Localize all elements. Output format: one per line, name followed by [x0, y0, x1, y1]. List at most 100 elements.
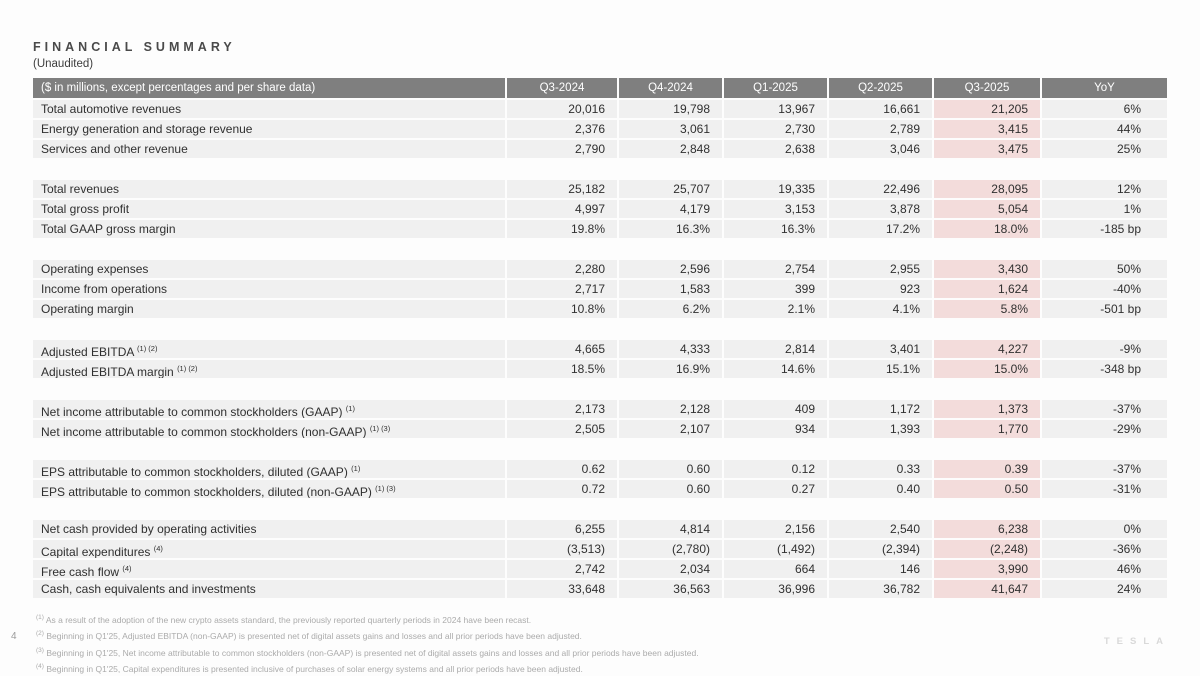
cell-value: 25,707 — [617, 180, 722, 198]
table-row: Services and other revenue 2,790 2,848 2,63… — [33, 140, 1167, 158]
cell-value: 0.72 — [505, 480, 617, 498]
cell-value: 15.1% — [827, 360, 932, 378]
row-label: Adjusted EBITDA (1) (2) — [33, 340, 505, 358]
cell-value: 6,238 — [932, 520, 1040, 538]
row-label-text: Net cash provided by operating activitie… — [41, 522, 257, 536]
section-gap — [33, 500, 1167, 520]
table-row: Energy generation and storage revenue 2,3… — [33, 120, 1167, 138]
cell-value: 2,280 — [505, 260, 617, 278]
column-header: Q2-2025 — [827, 78, 932, 98]
cell-value: -31% — [1040, 480, 1167, 498]
section-gap — [33, 160, 1167, 180]
cell-value: 2,814 — [722, 340, 827, 358]
cell-value: 2,505 — [505, 420, 617, 438]
cell-value: 3,415 — [932, 120, 1040, 138]
footnote-text: Beginning in Q1'25, Capital expenditures… — [46, 663, 583, 674]
cell-value: -40% — [1040, 280, 1167, 298]
row-label-text: Operating margin — [41, 302, 134, 316]
cell-value: 2.1% — [722, 300, 827, 318]
cell-value: 19,798 — [617, 100, 722, 118]
cell-value: 2,128 — [617, 400, 722, 418]
row-label-text: EPS attributable to common stockholders,… — [41, 485, 376, 498]
cell-value: 19,335 — [722, 180, 827, 198]
cell-value: 0.50 — [932, 480, 1040, 498]
cell-value: 33,648 — [505, 580, 617, 598]
cell-value: 2,955 — [827, 260, 932, 278]
cell-value: 3,430 — [932, 260, 1040, 278]
table-row: Adjusted EBITDA margin (1) (2) 18.5% 16.9%… — [33, 360, 1167, 378]
row-label: Net cash provided by operating activitie… — [33, 520, 505, 538]
row-label-text: EPS attributable to common stockholders,… — [41, 465, 352, 478]
footnote: (4) Beginning in Q1'25, Capital expendit… — [36, 660, 699, 676]
footnote-text: Beginning in Q1'25, Adjusted EBITDA (non… — [46, 631, 582, 642]
table-row: Total gross profit 4,997 4,179 3,153 3,878 5,… — [33, 200, 1167, 218]
footnote-marker: (2) — [36, 630, 44, 638]
column-header: Q3-2024 — [505, 78, 617, 98]
column-header: Q1-2025 — [722, 78, 827, 98]
cell-value: (2,780) — [617, 540, 722, 558]
cell-value: 2,638 — [722, 140, 827, 158]
cell-value: 16.9% — [617, 360, 722, 378]
cell-value: 2,173 — [505, 400, 617, 418]
cell-value: 4,227 — [932, 340, 1040, 358]
cell-value: 2,596 — [617, 260, 722, 278]
table-row: Total revenues 25,182 25,707 19,335 22,496 28… — [33, 180, 1167, 198]
table-row: Operating expenses 2,280 2,596 2,754 2,955 3,… — [33, 260, 1167, 278]
cell-value: 1,393 — [827, 420, 932, 438]
row-label: Operating margin — [33, 300, 505, 318]
cell-value: 22,496 — [827, 180, 932, 198]
table-row: EPS attributable to common stockholders,… — [33, 480, 1167, 498]
row-label-text: Services and other revenue — [41, 142, 188, 156]
cell-value: 1,770 — [932, 420, 1040, 438]
footnote: (1) As a result of the adoption of the n… — [36, 611, 699, 627]
cell-value: 0.12 — [722, 460, 827, 478]
cell-value: 25% — [1040, 140, 1167, 158]
cell-value: 41,647 — [932, 580, 1040, 598]
table-row: Total automotive revenues 20,016 19,798 13,… — [33, 100, 1167, 118]
row-label: Total gross profit — [33, 200, 505, 218]
row-label-text: Free cash flow — [41, 565, 123, 578]
cell-value: 10.8% — [505, 300, 617, 318]
cell-value: 25,182 — [505, 180, 617, 198]
cell-value: -348 bp — [1040, 360, 1167, 378]
cell-value: 14.6% — [722, 360, 827, 378]
table-header-row: ($ in millions, except percentages and p… — [33, 78, 1167, 98]
cell-value: 2,376 — [505, 120, 617, 138]
table-row: Net income attributable to common stockh… — [33, 420, 1167, 438]
row-label: EPS attributable to common stockholders,… — [33, 460, 505, 478]
cell-value: 24% — [1040, 580, 1167, 598]
row-label-text: Cash, cash equivalents and investments — [41, 582, 256, 596]
cell-value: 5.8% — [932, 300, 1040, 318]
cell-value: 0.60 — [617, 460, 722, 478]
cell-value: 4,179 — [617, 200, 722, 218]
cell-value: -37% — [1040, 400, 1167, 418]
table-row: Free cash flow (4) 2,742 2,034 664 146 3,990 4… — [33, 560, 1167, 578]
table-row: Operating margin 10.8% 6.2% 2.1% 4.1% 5.8% -50… — [33, 300, 1167, 318]
table-row: Net cash provided by operating activitie… — [33, 520, 1167, 538]
cell-value: 6.2% — [617, 300, 722, 318]
footnote-marker: (1) — [345, 404, 355, 413]
footnote-marker: (1) (3) — [369, 424, 391, 433]
cell-value: 2,107 — [617, 420, 722, 438]
cell-value: 20,016 — [505, 100, 617, 118]
table-row: Capital expenditures (4) (3,513) (2,780) (1… — [33, 540, 1167, 558]
row-label: EPS attributable to common stockholders,… — [33, 480, 505, 498]
slide-subtitle: (Unaudited) — [33, 58, 94, 70]
cell-value: 2,790 — [505, 140, 617, 158]
cell-value: 36,563 — [617, 580, 722, 598]
cell-value: 934 — [722, 420, 827, 438]
cell-value: 36,782 — [827, 580, 932, 598]
cell-value: 0.33 — [827, 460, 932, 478]
cell-value: 2,754 — [722, 260, 827, 278]
table-row: Net income attributable to common stockh… — [33, 400, 1167, 418]
cell-value: 4.1% — [827, 300, 932, 318]
row-label-text: Income from operations — [41, 282, 168, 296]
tesla-logo: TESLA — [1103, 636, 1170, 647]
cell-value: (2,394) — [827, 540, 932, 558]
cell-value: 3,878 — [827, 200, 932, 218]
footnote-marker: (1) (2) — [177, 364, 198, 373]
row-label-text: Total revenues — [41, 182, 120, 196]
cell-value: -36% — [1040, 540, 1167, 558]
row-label-text: Total gross profit — [41, 202, 130, 216]
section-gap — [33, 380, 1167, 400]
